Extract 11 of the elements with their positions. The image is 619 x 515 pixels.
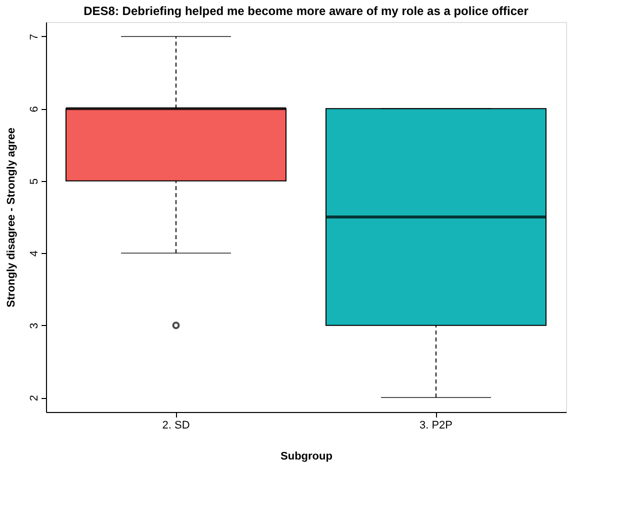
y-tick-label: 7 — [28, 34, 40, 40]
y-tick-label: 6 — [28, 106, 40, 112]
y-axis-title: Strongly disagree - Strongly agree — [6, 128, 18, 308]
x-axis-title: Subgroup — [280, 450, 333, 462]
chart-title: DES8: Debriefing helped me become more aware of my role as a police officer — [84, 4, 529, 18]
x-tick-label: 2. SD — [162, 420, 190, 432]
y-tick-label: 2 — [28, 394, 40, 402]
y-tick-label: 4 — [28, 250, 40, 257]
x-tick-label: 3. P2P — [419, 420, 453, 432]
y-tick-label: 5 — [28, 178, 40, 184]
y-tick-label: 3 — [28, 322, 40, 329]
